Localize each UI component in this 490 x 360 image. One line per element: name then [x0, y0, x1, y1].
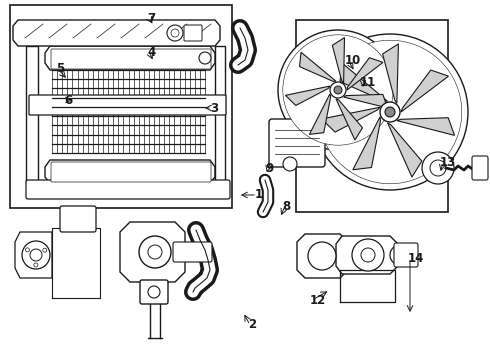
Circle shape [25, 248, 29, 252]
Circle shape [334, 86, 342, 94]
Circle shape [352, 239, 384, 271]
FancyBboxPatch shape [215, 46, 225, 183]
Text: 2: 2 [248, 319, 256, 332]
Polygon shape [10, 5, 232, 208]
FancyBboxPatch shape [173, 242, 212, 262]
Polygon shape [340, 63, 388, 101]
Circle shape [380, 102, 400, 122]
FancyBboxPatch shape [26, 180, 230, 199]
Circle shape [361, 248, 375, 262]
Text: 14: 14 [408, 252, 424, 265]
Polygon shape [336, 99, 363, 140]
Circle shape [430, 160, 446, 176]
Circle shape [283, 35, 393, 145]
Text: 7: 7 [147, 12, 155, 24]
Circle shape [312, 34, 468, 190]
Text: 6: 6 [64, 94, 72, 107]
FancyBboxPatch shape [140, 280, 168, 304]
FancyBboxPatch shape [269, 119, 325, 167]
Text: 10: 10 [345, 54, 361, 67]
Circle shape [283, 157, 297, 171]
Text: 4: 4 [147, 45, 155, 58]
Polygon shape [401, 70, 448, 112]
FancyBboxPatch shape [184, 25, 202, 41]
Text: 3: 3 [210, 102, 218, 114]
Polygon shape [297, 234, 348, 278]
Polygon shape [397, 118, 455, 135]
FancyBboxPatch shape [394, 243, 418, 267]
Circle shape [167, 25, 183, 41]
Polygon shape [353, 117, 380, 170]
Circle shape [30, 249, 42, 261]
Circle shape [199, 52, 211, 64]
Polygon shape [15, 232, 52, 278]
Circle shape [385, 107, 395, 117]
Text: 1: 1 [255, 189, 263, 202]
Text: 5: 5 [56, 62, 64, 75]
Polygon shape [347, 58, 383, 90]
Circle shape [330, 82, 346, 98]
Polygon shape [299, 52, 336, 81]
Polygon shape [13, 20, 220, 46]
Text: 13: 13 [440, 156, 456, 168]
Polygon shape [309, 94, 331, 134]
Polygon shape [383, 44, 398, 103]
Circle shape [171, 29, 179, 37]
Circle shape [43, 248, 47, 252]
Text: 12: 12 [310, 293, 326, 306]
Circle shape [318, 40, 462, 184]
Polygon shape [286, 86, 330, 105]
Polygon shape [322, 107, 380, 132]
FancyBboxPatch shape [26, 46, 38, 183]
Text: 8: 8 [282, 199, 290, 212]
Polygon shape [388, 123, 422, 177]
Text: 11: 11 [360, 76, 376, 89]
Polygon shape [120, 222, 185, 282]
Polygon shape [296, 20, 448, 212]
Polygon shape [45, 46, 215, 70]
FancyBboxPatch shape [472, 156, 488, 180]
Circle shape [22, 241, 50, 269]
Polygon shape [45, 160, 215, 183]
Circle shape [34, 263, 38, 267]
FancyBboxPatch shape [51, 162, 211, 182]
Text: 9: 9 [265, 162, 273, 175]
Circle shape [308, 242, 336, 270]
FancyBboxPatch shape [51, 49, 211, 69]
Circle shape [390, 245, 410, 265]
Polygon shape [332, 37, 344, 83]
Circle shape [148, 245, 162, 259]
Circle shape [148, 286, 160, 298]
Polygon shape [336, 236, 398, 274]
Circle shape [422, 152, 454, 184]
FancyBboxPatch shape [29, 95, 226, 115]
Circle shape [278, 30, 398, 150]
Circle shape [139, 236, 171, 268]
FancyBboxPatch shape [60, 206, 96, 232]
Polygon shape [343, 94, 388, 108]
